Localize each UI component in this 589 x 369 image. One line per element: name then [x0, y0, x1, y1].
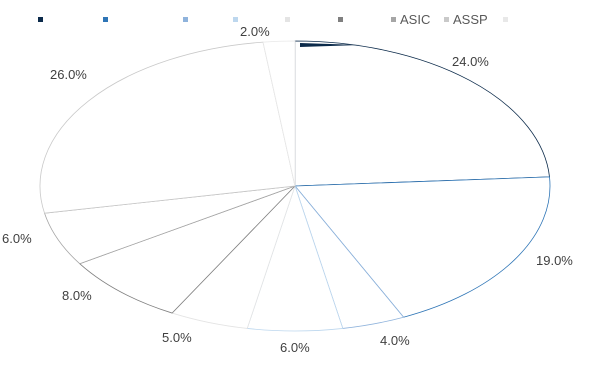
- pie-slice: [294, 40, 550, 187]
- legend-swatch: [391, 17, 396, 22]
- pie-slice: [262, 40, 296, 187]
- legend-swatch: [38, 17, 43, 22]
- data-labels: 24.0% 19.0% 4.0% 6.0% 5.0% 8.0% 6.0% 26.0% 2.0%: [2, 24, 573, 355]
- data-label: 5.0%: [162, 330, 192, 345]
- legend-label: ASIC: [400, 12, 430, 27]
- pie-slice: [78, 185, 296, 314]
- legend-swatch: [338, 17, 343, 22]
- data-label: 19.0%: [536, 253, 573, 268]
- legend-label: ASSP: [453, 12, 488, 27]
- data-label: 24.0%: [452, 54, 489, 69]
- pie-slice: [294, 176, 551, 318]
- legend-swatch: [103, 17, 108, 22]
- pie-slices: [39, 40, 551, 332]
- data-label: 26.0%: [50, 67, 87, 82]
- pie-slice-rim: [300, 43, 360, 47]
- data-label: 2.0%: [240, 24, 270, 39]
- data-label: 4.0%: [380, 333, 410, 348]
- legend-swatch: [183, 17, 188, 22]
- legend-swatch: [503, 17, 508, 22]
- data-label: 6.0%: [280, 340, 310, 355]
- legend-swatch: [285, 17, 290, 22]
- data-label: 6.0%: [2, 231, 32, 246]
- pie-slice: [39, 41, 296, 214]
- legend-swatch: [444, 17, 449, 22]
- legend: ASIC ASSP: [38, 12, 508, 27]
- legend-swatch: [233, 17, 238, 22]
- data-label: 8.0%: [62, 288, 92, 303]
